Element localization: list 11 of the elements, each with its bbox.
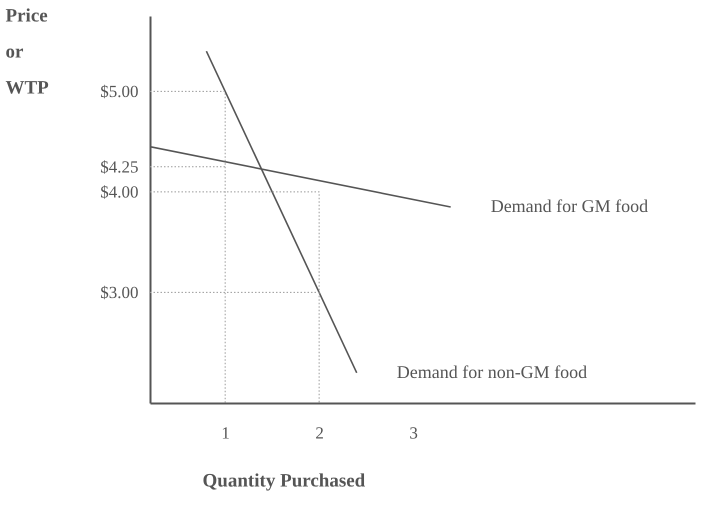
- text: Demand for GM food: [490, 196, 648, 216]
- y-axis-title: Price or WTP: [6, 6, 50, 98]
- y-tick-label: $3.00: [100, 282, 138, 302]
- x-tick-label: 3: [409, 424, 418, 442]
- y-tick-label: $5.00: [100, 82, 138, 101]
- x-tick-label: 1: [221, 424, 230, 442]
- x-tick-label: 2: [315, 424, 324, 442]
- x-axis-title: Quantity Purchased: [202, 470, 366, 492]
- y-tick-label: $4.00: [100, 182, 138, 202]
- y-tick-label: $4.25: [100, 157, 138, 176]
- text: Demand for non-GM food: [396, 362, 588, 382]
